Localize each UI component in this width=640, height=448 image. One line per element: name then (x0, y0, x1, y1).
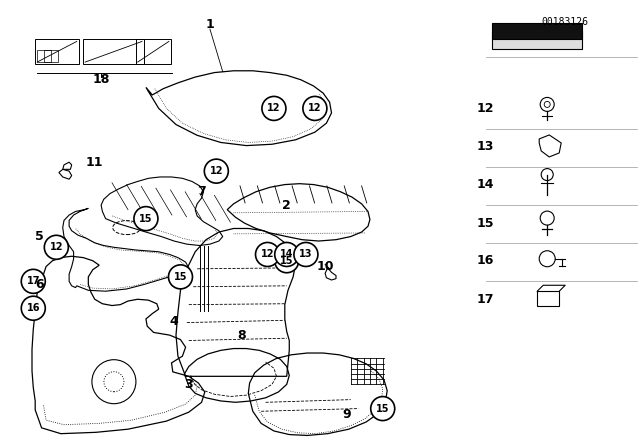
Text: 3: 3 (184, 378, 193, 391)
Text: 8: 8 (237, 328, 246, 342)
Text: 14: 14 (280, 250, 294, 259)
Bar (136, 39, 171, 64)
Text: 15: 15 (280, 256, 294, 266)
Text: 12: 12 (267, 103, 281, 113)
Circle shape (204, 159, 228, 183)
Text: 17: 17 (476, 293, 494, 306)
Circle shape (44, 235, 68, 259)
Text: 12: 12 (49, 242, 63, 252)
Circle shape (262, 96, 286, 121)
Bar (492, 23, 582, 39)
Text: 18: 18 (92, 73, 110, 86)
Circle shape (371, 396, 395, 421)
Text: 9: 9 (342, 408, 351, 421)
Circle shape (21, 296, 45, 320)
Text: 10: 10 (316, 260, 334, 273)
Text: 12: 12 (476, 102, 494, 115)
Text: 16: 16 (26, 303, 40, 313)
Bar (37, 50, 51, 62)
Text: 12: 12 (308, 103, 322, 113)
Text: 12: 12 (260, 250, 275, 259)
Circle shape (294, 242, 318, 267)
Text: 17: 17 (26, 276, 40, 286)
Text: 15: 15 (376, 404, 390, 414)
Bar (492, 31, 582, 49)
Text: 15: 15 (139, 214, 153, 224)
Circle shape (275, 249, 299, 273)
Text: 13: 13 (299, 250, 313, 259)
Circle shape (255, 242, 280, 267)
Circle shape (275, 242, 299, 267)
Text: 00183126: 00183126 (541, 17, 588, 26)
Text: 1: 1 (205, 18, 214, 31)
Text: 12: 12 (209, 166, 223, 176)
Bar (44, 50, 58, 62)
Text: 6: 6 (35, 278, 44, 291)
Circle shape (134, 207, 158, 231)
Text: 11: 11 (86, 155, 104, 169)
Bar (83, 39, 144, 64)
Text: 16: 16 (476, 254, 494, 267)
Circle shape (21, 269, 45, 293)
Bar (35, 39, 79, 64)
Text: 14: 14 (476, 178, 494, 191)
Text: 13: 13 (476, 140, 494, 154)
Text: 5: 5 (35, 230, 44, 243)
Text: 15: 15 (173, 272, 188, 282)
Text: 2: 2 (282, 198, 291, 212)
Circle shape (303, 96, 327, 121)
Circle shape (168, 265, 193, 289)
Text: 15: 15 (476, 216, 494, 230)
Text: 7: 7 (197, 185, 206, 198)
Text: 4: 4 (170, 315, 179, 328)
